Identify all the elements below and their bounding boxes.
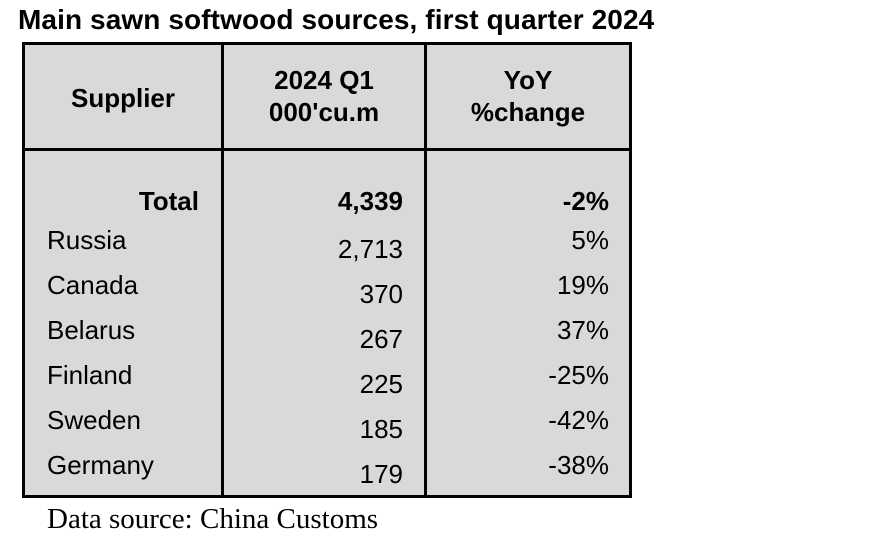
row-yoy: 19%: [556, 270, 609, 300]
row-supplier: Russia: [47, 225, 127, 255]
header-volume-line1: 2024 Q1: [274, 65, 374, 95]
row-yoy: -25%: [548, 360, 609, 390]
row-volume: 267: [359, 324, 403, 354]
total-label: Total: [138, 186, 199, 216]
row-supplier: Finland: [47, 360, 133, 390]
row-volume: 185: [359, 414, 403, 444]
header-supplier: Supplier: [70, 83, 175, 113]
row-volume: 179: [359, 459, 403, 489]
column-divider: [221, 45, 224, 495]
softwood-sources-table: Supplier 2024 Q1 000'cu.m YoY %change To…: [22, 42, 632, 498]
table-title: Main sawn softwood sources, first quarte…: [18, 4, 655, 35]
total-yoy: -2%: [562, 186, 609, 216]
row-volume: 225: [359, 369, 403, 399]
header-yoy-line1: YoY: [503, 65, 553, 95]
row-yoy: -38%: [548, 450, 609, 480]
row-supplier: Belarus: [47, 315, 136, 345]
header-yoy-line2: %change: [470, 97, 586, 127]
data-source-note: Data source: China Customs: [47, 503, 379, 535]
row-supplier: Canada: [47, 270, 139, 300]
header-divider: [25, 148, 629, 151]
header-volume-line2: 000'cu.m: [268, 97, 380, 127]
column-divider: [424, 45, 427, 495]
row-yoy: 5%: [571, 225, 609, 255]
row-supplier: Sweden: [47, 405, 141, 435]
total-volume: 4,339: [337, 186, 403, 216]
row-volume: 370: [359, 279, 403, 309]
row-yoy: -42%: [548, 405, 609, 435]
row-supplier: Germany: [47, 450, 154, 480]
row-yoy: 37%: [556, 315, 609, 345]
row-volume: 2,713: [337, 234, 403, 264]
